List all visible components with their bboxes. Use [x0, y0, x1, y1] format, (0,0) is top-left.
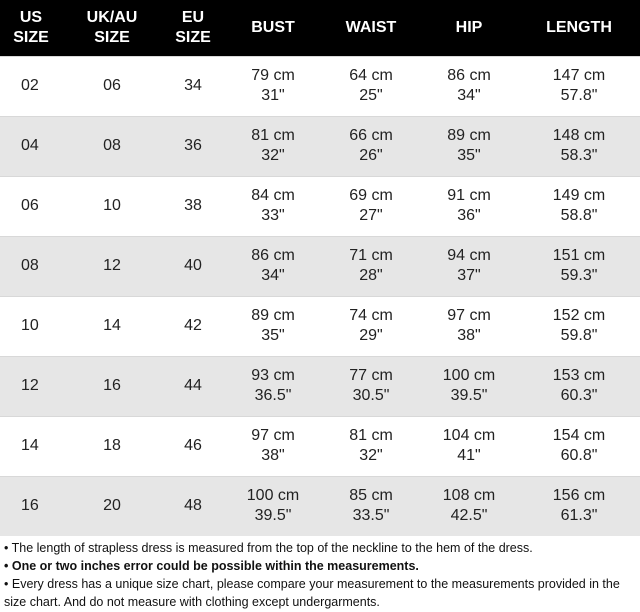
- cell-eu-size: 40: [184, 257, 202, 274]
- bullet-icon: •: [4, 577, 12, 591]
- cell-length: 153 cm 60.3": [552, 367, 606, 404]
- note-text: The length of strapless dress is measure…: [11, 541, 533, 555]
- cell-waist: 85 cm 33.5": [349, 487, 393, 525]
- table-body: 02 06 34 79 cm 31" 64 cm 25" 86 cm 34" 147 cm …: [0, 56, 640, 536]
- cell-bust: 84 cm 33": [251, 187, 295, 224]
- note-text: Every dress has a unique size chart, ple…: [4, 577, 620, 609]
- cell-uk-au-size: 06: [103, 77, 121, 94]
- table-row: 04 08 36 81 cm 32" 66 cm 26" 89 cm 35" 148 cm …: [0, 116, 640, 176]
- cell-length: 154 cm 60.8": [552, 427, 606, 464]
- cell-bust: 97 cm 38": [251, 427, 295, 464]
- cell-waist: 71 cm 28": [349, 247, 393, 284]
- cell-us-size: 02: [21, 77, 39, 94]
- cell-us-size: 14: [21, 437, 39, 454]
- column-header-hip: HIP: [455, 18, 483, 36]
- cell-length: 151 cm 59.3": [552, 247, 606, 284]
- cell-uk-au-size: 12: [103, 257, 121, 274]
- column-header-waist: WAIST: [345, 18, 397, 36]
- cell-us-size: 06: [21, 197, 39, 214]
- cell-hip: 108 cm 42.5": [442, 487, 496, 525]
- cell-uk-au-size: 14: [103, 317, 121, 334]
- cell-length: 148 cm 58.3": [552, 127, 606, 164]
- bullet-icon: •: [4, 541, 12, 555]
- note-item: • Every dress has a unique size chart, p…: [4, 575, 636, 611]
- cell-bust: 81 cm 32": [251, 127, 295, 164]
- table-row: 10 14 42 89 cm 35" 74 cm 29" 97 cm 38" 152 cm …: [0, 296, 640, 356]
- cell-eu-size: 44: [184, 377, 202, 394]
- cell-waist: 81 cm 32": [349, 427, 393, 464]
- cell-bust: 86 cm 34": [251, 247, 295, 284]
- cell-us-size: 04: [21, 137, 39, 154]
- cell-hip: 97 cm 38": [447, 307, 491, 344]
- cell-waist: 74 cm 29": [349, 307, 393, 344]
- cell-uk-au-size: 08: [103, 137, 121, 154]
- cell-eu-size: 42: [184, 317, 202, 334]
- cell-eu-size: 34: [184, 77, 202, 94]
- cell-eu-size: 38: [184, 197, 202, 214]
- note-text: One or two inches error could be possibl…: [11, 559, 419, 573]
- cell-waist: 77 cm 30.5": [349, 367, 393, 404]
- table-row: 12 16 44 93 cm 36.5" 77 cm 30.5" 100 cm 39.5"…: [0, 356, 640, 416]
- cell-uk-au-size: 10: [103, 197, 121, 214]
- cell-hip: 89 cm 35": [447, 127, 491, 164]
- cell-uk-au-size: 18: [103, 437, 121, 454]
- notes: • The length of strapless dress is measu…: [4, 539, 636, 611]
- cell-eu-size: 36: [184, 137, 202, 154]
- column-header-uk-au-size: UK/AU SIZE: [86, 8, 138, 46]
- column-header-bust: BUST: [251, 18, 295, 36]
- table-row: 14 18 46 97 cm 38" 81 cm 32" 104 cm 41" 154 cm…: [0, 416, 640, 476]
- table-row: 16 20 48 100 cm 39.5" 85 cm 33.5" 108 cm 42.5…: [0, 476, 640, 536]
- note-item: • One or two inches error could be possi…: [4, 557, 636, 575]
- column-header-us-size: US SIZE: [13, 8, 49, 46]
- cell-waist: 69 cm 27": [349, 187, 393, 224]
- cell-us-size: 12: [21, 377, 39, 394]
- cell-bust: 79 cm 31": [251, 67, 295, 104]
- cell-hip: 94 cm 37": [447, 247, 491, 284]
- cell-hip: 91 cm 36": [447, 187, 491, 224]
- cell-length: 156 cm 61.3": [552, 487, 606, 525]
- cell-hip: 86 cm 34": [447, 67, 491, 104]
- column-header-length: LENGTH: [546, 18, 612, 36]
- cell-us-size: 10: [21, 317, 39, 334]
- cell-length: 152 cm 59.8": [552, 307, 606, 344]
- cell-length: 149 cm 58.8": [552, 187, 606, 224]
- bullet-icon: •: [4, 559, 12, 573]
- header-row: US SIZE UK/AU SIZE EU SIZE BUST WAIST HIP LENG…: [0, 0, 640, 56]
- table-row: 02 06 34 79 cm 31" 64 cm 25" 86 cm 34" 147 cm …: [0, 56, 640, 116]
- cell-length: 147 cm 57.8": [552, 67, 606, 104]
- cell-bust: 100 cm 39.5": [246, 487, 300, 525]
- cell-us-size: 08: [21, 257, 39, 274]
- cell-waist: 64 cm 25": [349, 67, 393, 104]
- table-row: 08 12 40 86 cm 34" 71 cm 28" 94 cm 37" 151 cm …: [0, 236, 640, 296]
- column-header-eu-size: EU SIZE: [175, 8, 211, 46]
- table-header: US SIZE UK/AU SIZE EU SIZE BUST WAIST HIP LENG…: [0, 0, 640, 56]
- cell-hip: 100 cm 39.5": [442, 367, 496, 404]
- cell-waist: 66 cm 26": [349, 127, 393, 164]
- cell-uk-au-size: 16: [103, 377, 121, 394]
- cell-hip: 104 cm 41": [442, 427, 496, 464]
- cell-us-size: 16: [21, 497, 39, 515]
- cell-uk-au-size: 20: [103, 497, 121, 515]
- note-item: • The length of strapless dress is measu…: [4, 539, 636, 557]
- cell-bust: 93 cm 36.5": [251, 367, 295, 404]
- cell-bust: 89 cm 35": [251, 307, 295, 344]
- table-row: 06 10 38 84 cm 33" 69 cm 27" 91 cm 36" 149 cm …: [0, 176, 640, 236]
- cell-eu-size: 48: [184, 497, 202, 515]
- size-table: US SIZE UK/AU SIZE EU SIZE BUST WAIST HIP LENG…: [0, 0, 640, 536]
- cell-eu-size: 46: [184, 437, 202, 454]
